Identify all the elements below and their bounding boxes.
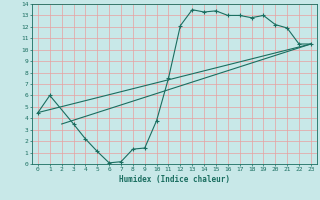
X-axis label: Humidex (Indice chaleur): Humidex (Indice chaleur) [119,175,230,184]
